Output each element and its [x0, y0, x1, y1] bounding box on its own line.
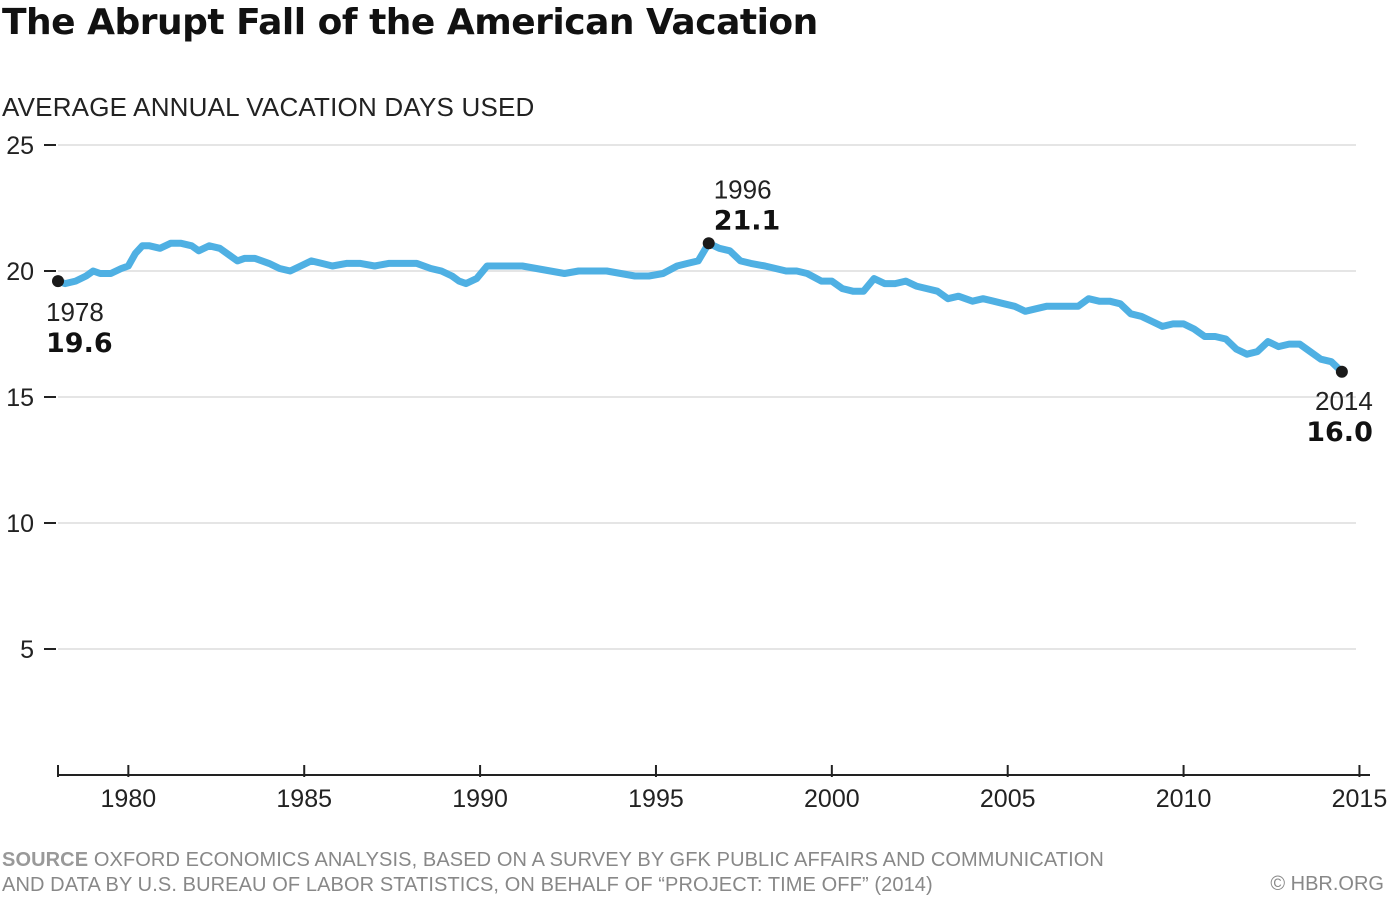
- axes: 5 10 15 20 25 1980 1985 1990 1995 2000 2005 2010 201…: [6, 132, 1387, 813]
- marker-1978: [52, 275, 64, 288]
- x-tick-label-2005: 2005: [980, 785, 1036, 813]
- series-line-0: [54, 239, 1346, 376]
- y-tick-label-5: 5: [20, 636, 34, 664]
- annotation-year-1996: 1996: [714, 174, 772, 204]
- annotation-year-2014: 2014: [1315, 386, 1373, 416]
- series-layer: [54, 239, 1346, 376]
- x-tick-label-2000: 2000: [804, 785, 860, 813]
- chart-title: The Abrupt Fall of the American Vacation: [2, 2, 818, 43]
- source-text-1: OXFORD ECONOMICS ANALYSIS, BASED ON A SU…: [93, 849, 1104, 871]
- marker-2014: [1335, 365, 1348, 378]
- source-text-2: AND DATA BY U.S. BUREAU OF LABOR STATIST…: [2, 874, 933, 896]
- annotation-value-1978: 19.6: [46, 328, 113, 359]
- source-label: SOURCE: [2, 849, 89, 871]
- x-tick-label-1990: 1990: [452, 785, 508, 813]
- source-note: SOURCE OXFORD ECONOMICS ANALYSIS, BASED …: [2, 848, 1104, 898]
- credit: © HBR.ORG: [1270, 873, 1384, 895]
- x-tick-label-2015: 2015: [1332, 785, 1388, 813]
- source-line-1: SOURCE OXFORD ECONOMICS ANALYSIS, BASED …: [2, 848, 1104, 873]
- x-tick-label-2010: 2010: [1156, 785, 1212, 813]
- y-axis-label: AVERAGE ANNUAL VACATION DAYS USED: [2, 92, 535, 122]
- x-tick-label-1980: 1980: [101, 785, 157, 813]
- x-tick-label-1995: 1995: [628, 785, 684, 813]
- y-tick-label-20: 20: [6, 258, 34, 286]
- annotation-year-1978: 1978: [46, 297, 104, 327]
- y-tick-label-10: 10: [6, 510, 34, 538]
- annotation-value-2014: 16.0: [1306, 417, 1373, 448]
- x-tick-label-1985: 1985: [276, 785, 332, 813]
- y-tick-label-15: 15: [6, 384, 34, 412]
- annotation-value-1996: 21.1: [714, 205, 781, 236]
- y-tick-label-25: 25: [6, 132, 34, 160]
- gridlines: [58, 144, 1356, 650]
- marker-1996: [702, 237, 715, 250]
